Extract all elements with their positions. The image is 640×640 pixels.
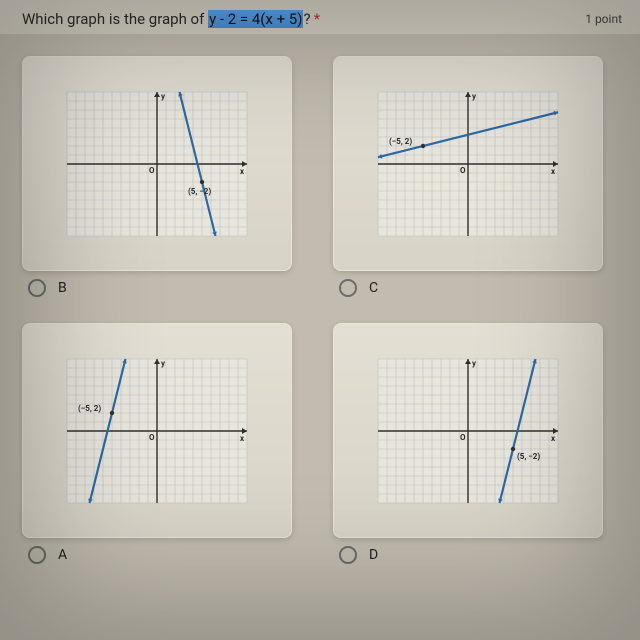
svg-text:O: O	[149, 433, 155, 442]
graph-svg-b: yxO(5, −2)	[62, 89, 252, 239]
graph-card-a: yxO(−5, 2)	[22, 323, 292, 538]
svg-text:O: O	[460, 433, 466, 442]
option-c[interactable]: yxO(−5, 2) C	[333, 56, 622, 297]
question-header: Which graph is the graph of y - 2 = 4(x …	[0, 0, 640, 34]
radio-label-d: D	[369, 547, 378, 563]
graph-svg-a: yxO(−5, 2)	[62, 356, 252, 506]
svg-text:(−5, 2): (−5, 2)	[78, 404, 101, 413]
svg-text:(5, −2): (5, −2)	[517, 452, 540, 461]
option-a[interactable]: yxO(−5, 2) A	[22, 323, 311, 564]
graph-svg-d: yxO(5, −2)	[373, 356, 563, 506]
graph-card-b: yxO(5, −2)	[22, 56, 292, 271]
graph-svg-c: yxO(−5, 2)	[373, 89, 563, 239]
svg-text:O: O	[149, 166, 155, 175]
radio-d[interactable]	[339, 546, 357, 564]
radio-row-b[interactable]: B	[22, 279, 311, 297]
option-b[interactable]: yxO(5, −2) B	[22, 56, 311, 297]
question-prefix: Which graph is the graph of	[22, 10, 208, 28]
points-label: 1 point	[585, 12, 622, 26]
question-text: Which graph is the graph of y - 2 = 4(x …	[22, 10, 320, 28]
svg-text:(−5, 2): (−5, 2)	[389, 137, 412, 146]
required-asterisk: *	[314, 10, 320, 28]
page-container: Which graph is the graph of y - 2 = 4(x …	[0, 0, 640, 640]
graph-card-d: yxO(5, −2)	[333, 323, 603, 538]
radio-label-c: C	[369, 280, 378, 296]
radio-c[interactable]	[339, 279, 357, 297]
radio-b[interactable]	[28, 279, 46, 297]
svg-text:(5, −2): (5, −2)	[188, 187, 211, 196]
question-suffix: ?	[303, 10, 310, 28]
options-grid: yxO(5, −2) B yxO(−5, 2) C yxO(−5, 2) A	[0, 34, 640, 574]
radio-label-a: A	[58, 547, 67, 563]
radio-row-c[interactable]: C	[333, 279, 622, 297]
question-highlight: y - 2 = 4(x + 5)	[208, 10, 303, 28]
radio-row-a[interactable]: A	[22, 546, 311, 564]
radio-row-d[interactable]: D	[333, 546, 622, 564]
graph-card-c: yxO(−5, 2)	[333, 56, 603, 271]
radio-label-b: B	[58, 280, 67, 296]
option-d[interactable]: yxO(5, −2) D	[333, 323, 622, 564]
svg-text:O: O	[460, 166, 466, 175]
radio-a[interactable]	[28, 546, 46, 564]
